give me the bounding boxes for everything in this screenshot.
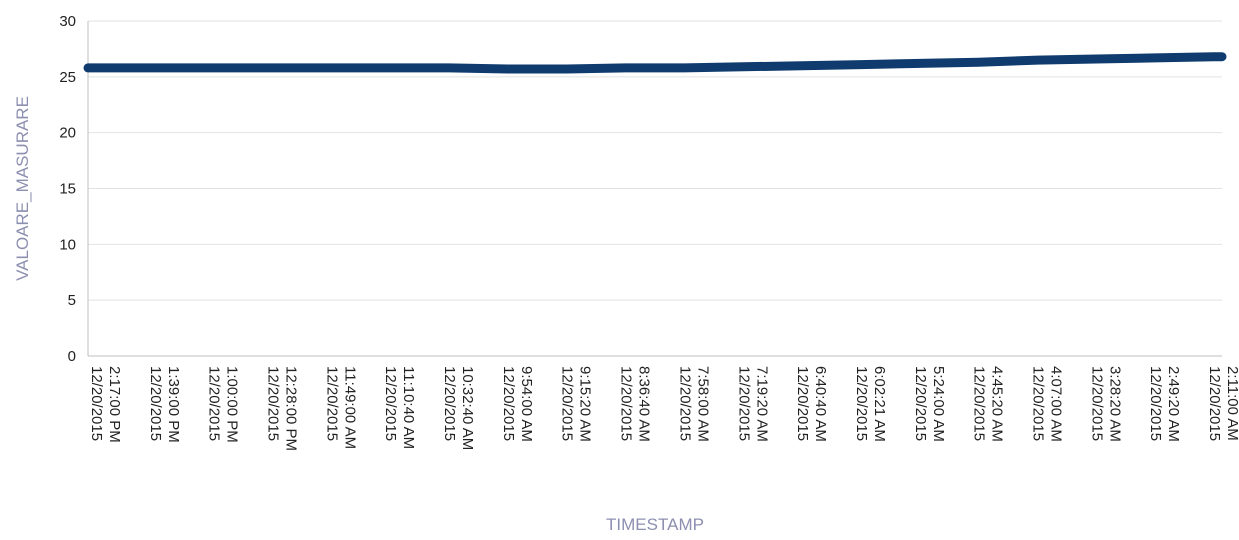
x-tick-label-line: 12/20/2015 bbox=[206, 366, 223, 441]
x-tick-label-line: 9:15:20 AM bbox=[577, 366, 594, 442]
x-tick-label-line: 7:58:00 AM bbox=[694, 366, 711, 442]
x-tick-label-line: 12/20/2015 bbox=[1206, 366, 1223, 441]
x-tick-label-line: 12/20/2015 bbox=[88, 366, 105, 441]
x-tick-label-line: 2:49:20 AM bbox=[1165, 366, 1182, 442]
x-tick-label-line: 12/20/2015 bbox=[382, 366, 399, 441]
x-tick-label: 12/20/2015 7:58:00 AM bbox=[676, 366, 711, 442]
x-tick-label-line: 2:17:00 PM bbox=[106, 366, 123, 443]
x-tick-label-line: 8:36:40 AM bbox=[636, 366, 653, 442]
x-tick-label-line: 6:02:21 AM bbox=[871, 366, 888, 442]
x-tick-label: 12/20/2015 7:19:20 AM bbox=[735, 366, 770, 442]
y-tick-label: 5 bbox=[68, 292, 76, 309]
x-tick-label: 12/20/2015 2:17:00 PM bbox=[88, 366, 123, 443]
x-tick-label-line: 12/20/2015 bbox=[265, 366, 282, 441]
x-tick-label-line: 1:00:00 PM bbox=[224, 366, 241, 443]
x-tick-labels: 12/20/2015 2:17:00 PM 12/20/2015 1:39:00 PM… bbox=[88, 366, 1239, 451]
x-tick-label: 12/20/2015 5:24:00 AM bbox=[912, 366, 947, 442]
x-tick-label-line: 12/20/2015 bbox=[735, 366, 752, 441]
x-tick-label: 12/20/2015 4:07:00 AM bbox=[1029, 366, 1064, 442]
x-tick-label-line: 6:40:40 AM bbox=[812, 366, 829, 442]
x-tick-label-line: 12/20/2015 bbox=[794, 366, 811, 441]
x-tick-label-line: 12/20/2015 bbox=[323, 366, 340, 441]
x-tick-label: 12/20/2015 2:49:20 AM bbox=[1147, 366, 1182, 442]
x-tick-label: 12/20/2015 12:28:00 PM bbox=[265, 366, 300, 451]
x-tick-label-line: 12/20/2015 bbox=[1088, 366, 1105, 441]
series-layer bbox=[83, 52, 1227, 74]
x-tick-label-line: 12/20/2015 bbox=[676, 366, 693, 441]
x-tick-label: 12/20/2015 6:02:21 AM bbox=[853, 366, 888, 442]
x-tick-label: 12/20/2015 4:45:20 AM bbox=[971, 366, 1006, 442]
y-tick-labels: 0 5 10 15 20 25 30 bbox=[59, 13, 76, 365]
x-tick-label-line: 9:54:00 AM bbox=[518, 366, 535, 442]
y-tick-label: 15 bbox=[59, 181, 76, 198]
x-tick-label: 12/20/2015 2:11:00 AM bbox=[1206, 366, 1239, 441]
x-tick-label: 12/20/2015 9:54:00 AM bbox=[500, 366, 535, 442]
x-tick-label-line: 12/20/2015 bbox=[912, 366, 929, 441]
x-tick-label: 12/20/2015 8:36:40 AM bbox=[618, 366, 653, 442]
x-tick-label: 12/20/2015 11:10:40 AM bbox=[382, 366, 417, 449]
x-tick-label: 12/20/2015 9:15:20 AM bbox=[559, 366, 594, 442]
x-tick-label-line: 4:45:20 AM bbox=[989, 366, 1006, 442]
x-tick-label-line: 12/20/2015 bbox=[500, 366, 517, 441]
x-tick-label: 12/20/2015 1:00:00 PM bbox=[206, 366, 241, 443]
x-tick-label-line: 12/20/2015 bbox=[618, 366, 635, 441]
x-tick-label: 12/20/2015 3:28:20 AM bbox=[1088, 366, 1123, 442]
x-tick-label-line: 12/20/2015 bbox=[971, 366, 988, 441]
x-tick-label-line: 7:19:20 AM bbox=[753, 366, 770, 442]
y-axis-title: VALOARE_MASURARE bbox=[13, 96, 32, 281]
grid-layer bbox=[87, 20, 1222, 357]
x-tick-label-line: 12/20/2015 bbox=[147, 366, 164, 441]
x-tick-label-line: 12/20/2015 bbox=[1147, 366, 1164, 441]
x-tick-label: 12/20/2015 6:40:40 AM bbox=[794, 366, 829, 442]
x-tick-label-line: 12/20/2015 bbox=[559, 366, 576, 441]
x-tick-label-line: 12/20/2015 bbox=[853, 366, 870, 441]
x-axis-title: TIMESTAMP bbox=[606, 515, 704, 534]
x-tick-label-line: 10:32:40 AM bbox=[459, 366, 476, 450]
y-tick-label: 30 bbox=[59, 13, 76, 30]
x-tick-label-line: 11:49:00 AM bbox=[341, 366, 358, 449]
x-tick-label-line: 4:07:00 AM bbox=[1047, 366, 1064, 442]
x-tick-label-line: 3:28:20 AM bbox=[1106, 366, 1123, 442]
x-tick-label-line: 1:39:00 PM bbox=[165, 366, 182, 443]
x-tick-label: 12/20/2015 11:49:00 AM bbox=[323, 366, 358, 449]
x-tick-label-line: 5:24:00 AM bbox=[930, 366, 947, 442]
y-tick-label: 20 bbox=[59, 125, 76, 142]
x-tick-label-line: 12/20/2015 bbox=[441, 366, 458, 441]
x-tick-label-line: 12/20/2015 bbox=[1029, 366, 1046, 441]
x-tick-label-line: 11:10:40 AM bbox=[400, 366, 417, 449]
y-tick-label: 10 bbox=[59, 236, 76, 253]
y-tick-label: 0 bbox=[68, 348, 76, 365]
x-tick-label: 12/20/2015 1:39:00 PM bbox=[147, 366, 182, 443]
series-line bbox=[83, 52, 1227, 74]
y-tick-label: 25 bbox=[59, 69, 76, 86]
x-tick-label-line: 12:28:00 PM bbox=[283, 366, 300, 451]
x-tick-label: 12/20/2015 10:32:40 AM bbox=[441, 366, 476, 450]
x-tick-label-line: 2:11:00 AM bbox=[1224, 366, 1239, 441]
